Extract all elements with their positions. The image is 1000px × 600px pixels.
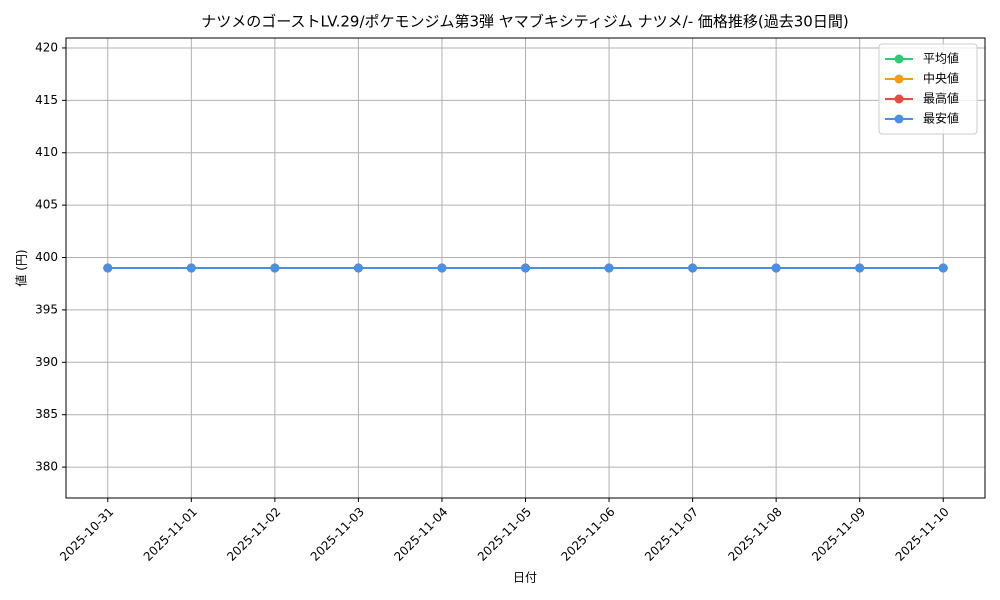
data-point [103, 263, 113, 273]
legend-label: 平均値 [923, 51, 959, 66]
chart-title: ナツメのゴーストLV.29/ポケモンジム第3弾 ヤマブキシティジム ナツメ/- … [201, 13, 848, 31]
data-point [437, 263, 447, 273]
legend-marker [894, 114, 904, 124]
legend-label: 最高値 [923, 91, 959, 106]
y-axis-label: 値 (円) [14, 249, 29, 286]
legend-marker [894, 54, 904, 64]
data-point [938, 263, 948, 273]
y-tick-label: 390 [35, 355, 58, 369]
y-tick-label: 395 [35, 302, 58, 316]
y-tick-label: 400 [35, 250, 58, 264]
legend-marker [894, 94, 904, 104]
y-tick-label: 405 [35, 198, 58, 212]
legend-marker [894, 74, 904, 84]
legend-label: 最安値 [923, 111, 959, 126]
legend-label: 中央値 [923, 71, 959, 86]
data-point [604, 263, 614, 273]
y-tick-label: 385 [35, 407, 58, 421]
data-point [270, 263, 280, 273]
data-point [521, 263, 530, 273]
plot [103, 263, 948, 273]
data-point [771, 263, 781, 273]
data-point [855, 263, 865, 273]
x-axis-label: 日付 [513, 571, 537, 585]
y-tick-label: 415 [35, 93, 58, 107]
y-tick-label: 380 [35, 460, 58, 474]
y-tick-label: 420 [35, 40, 58, 54]
data-point [353, 263, 363, 273]
data-point [186, 263, 196, 273]
y-tick-label: 410 [35, 145, 58, 159]
data-point [688, 263, 698, 273]
legend-box [878, 43, 978, 135]
